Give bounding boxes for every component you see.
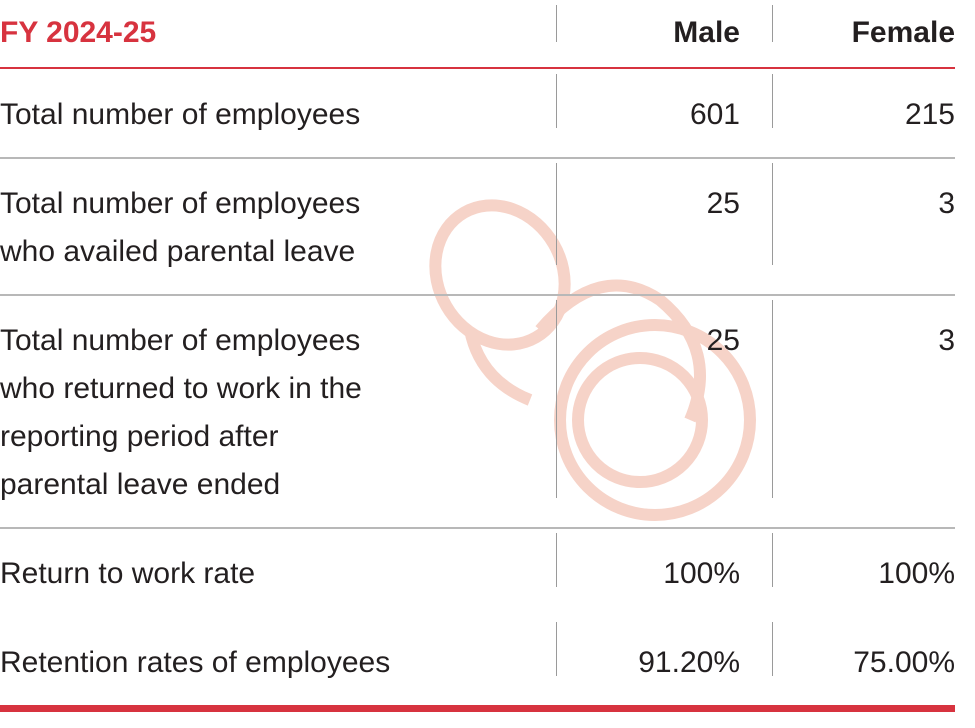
row-rule — [0, 527, 955, 529]
row-label: reporting period after — [0, 420, 279, 453]
column-separator — [772, 74, 773, 128]
cell-value: 25 — [706, 324, 740, 357]
column-separator — [556, 533, 557, 587]
column-separator — [772, 163, 773, 265]
period-header: FY 2024-25 — [0, 16, 157, 49]
column-separator — [772, 300, 773, 498]
cell-value: 3 — [938, 324, 955, 357]
column-separator — [772, 622, 773, 676]
row-label: who availed parental leave — [0, 235, 356, 268]
row-label: Retention rates of employees — [0, 646, 391, 679]
bottom-rule — [0, 705, 955, 712]
cell-value: 91.20% — [638, 646, 740, 679]
column-separator — [772, 5, 773, 42]
cell-value: 3 — [938, 187, 955, 220]
column-header: Male — [673, 16, 740, 49]
column-separator — [772, 533, 773, 587]
row-rule — [0, 157, 955, 159]
row-label: parental leave ended — [0, 468, 281, 501]
cell-value: 25 — [706, 187, 740, 220]
row-label: Return to work rate — [0, 557, 256, 590]
column-separator — [556, 163, 557, 265]
row-label: Total number of employees — [0, 324, 361, 357]
column-separator — [556, 622, 557, 676]
cell-value: 100% — [663, 557, 740, 590]
column-separator — [556, 300, 557, 498]
column-header: Female — [851, 16, 955, 49]
row-label: Total number of employees — [0, 98, 361, 131]
cell-value: 100% — [878, 557, 955, 590]
cell-value: 75.00% — [853, 646, 955, 679]
column-separator — [556, 5, 557, 42]
row-rule — [0, 294, 955, 296]
row-label: who returned to work in the — [0, 372, 362, 405]
header-rule — [0, 67, 955, 69]
cell-value: 601 — [689, 98, 740, 131]
row-label: Total number of employees — [0, 187, 361, 220]
cell-value: 215 — [904, 98, 955, 131]
column-separator — [556, 74, 557, 128]
